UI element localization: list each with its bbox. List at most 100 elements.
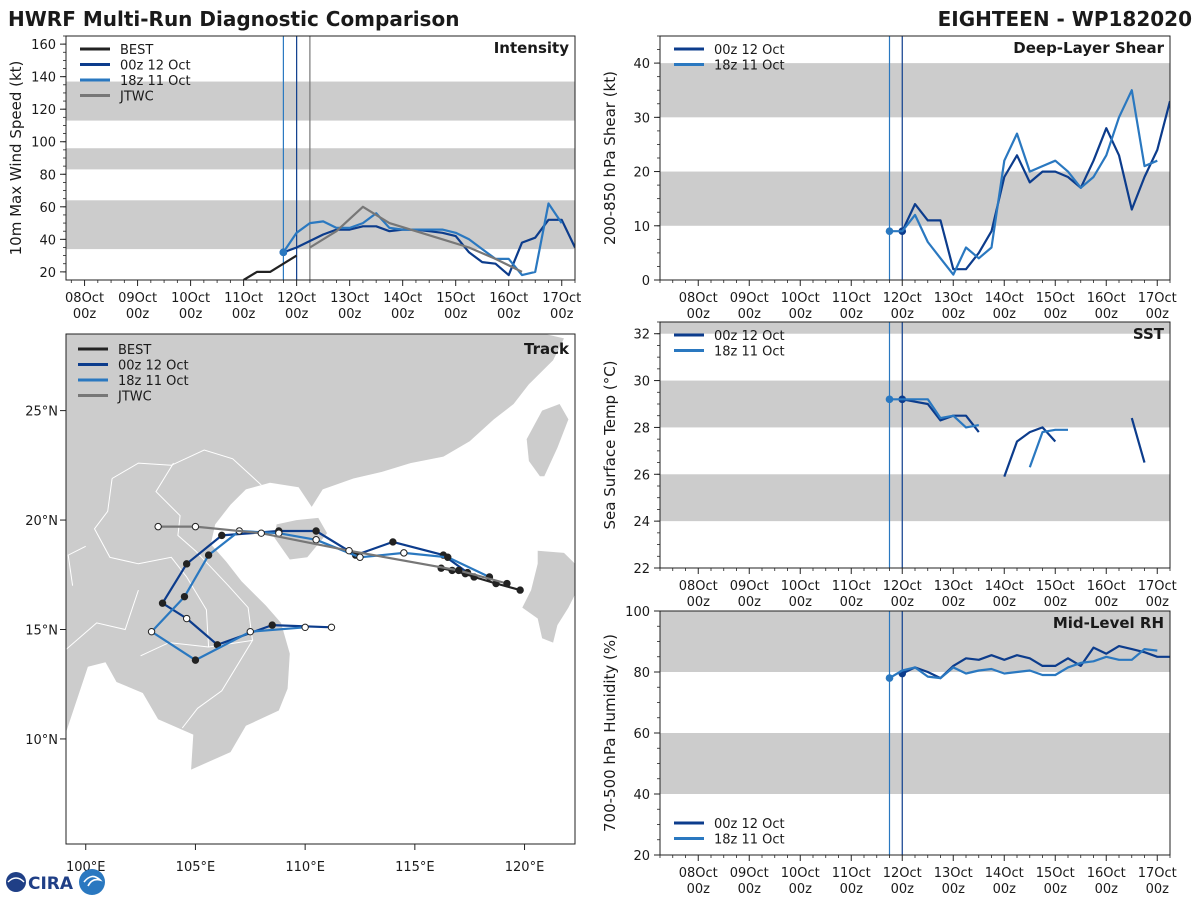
- shear-ytick-label: 40: [633, 57, 650, 72]
- track-line-jtwc: [158, 525, 508, 585]
- rh-plot-area: [660, 611, 1170, 855]
- rh-xtick-day: 08Oct: [679, 866, 718, 881]
- intensity-ytick-label: 80: [39, 168, 56, 183]
- intensity-xtick-hour: 00z: [338, 307, 362, 322]
- sst-xtick-hour: 00z: [942, 595, 966, 610]
- track-legend-label-run18: 18z 11 Oct: [118, 374, 189, 389]
- sst-xtick-hour: 00z: [993, 595, 1017, 610]
- rh-xtick-hour: 00z: [738, 882, 762, 897]
- sst-xtick-hour: 00z: [687, 595, 711, 610]
- intensity-point-run18: [279, 248, 288, 257]
- country-border-0: [111, 449, 262, 486]
- cira-swirl-mark-icon: [83, 875, 103, 887]
- intensity-ytick-label: 40: [39, 233, 56, 248]
- track-ytick-label: 15°N: [25, 623, 58, 638]
- country-border-5: [67, 545, 86, 586]
- track-point-run00: [389, 538, 397, 546]
- shear-xtick-day: 15Oct: [1036, 291, 1075, 306]
- shear-series-run18: [889, 89, 1158, 276]
- sst-xtick-hour: 00z: [738, 595, 762, 610]
- sst-series-run00: [1003, 426, 1057, 477]
- shear-ytick-label: 10: [633, 220, 650, 235]
- shear-xtick-day: 10Oct: [781, 291, 820, 306]
- track-point-run18: [204, 551, 213, 559]
- sst-xtick-day: 12Oct: [883, 579, 922, 594]
- figure-title: HWRF Multi-Run Diagnostic Comparison: [8, 7, 459, 31]
- shear-xtick-hour: 00z: [1095, 307, 1119, 322]
- panel-sst: 22242628303208Oct00z09Oct00z10Oct00z11Oc…: [601, 321, 1177, 610]
- intensity-series-jtwc: [309, 205, 523, 273]
- country-border-4: [66, 589, 139, 651]
- shear-xtick-hour: 00z: [993, 307, 1017, 322]
- track-point-run00: [312, 527, 320, 535]
- track-ytick-label: 25°N: [25, 405, 58, 420]
- track-xtick-label: 105°E: [176, 860, 216, 875]
- shear-xtick-hour: 00z: [738, 307, 762, 322]
- intensity-xtick-hour: 00z: [285, 307, 309, 322]
- shear-xtick-day: 09Oct: [730, 291, 769, 306]
- intensity-xtick-hour: 00z: [73, 307, 97, 322]
- intensity-legend-label-best: BEST: [120, 43, 153, 58]
- rh-xtick-hour: 00z: [1044, 882, 1068, 897]
- track-legend-label-best: BEST: [118, 343, 151, 358]
- intensity-series-best: [243, 254, 298, 280]
- rh-ytick-label: 20: [633, 849, 650, 864]
- panels: 2040608010012014016008Oct00z09Oct00z10Oc…: [7, 35, 1177, 897]
- intensity-xtick-day: 10Oct: [171, 291, 210, 306]
- track-point-best: [516, 586, 524, 594]
- track-map-area: [66, 334, 575, 770]
- sst-panel-title: SST: [1133, 325, 1165, 343]
- rh-xtick-day: 15Oct: [1036, 866, 1075, 881]
- panel-intensity: 2040608010012014016008Oct00z09Oct00z10Oc…: [7, 35, 581, 322]
- shear-point-run18: [885, 227, 894, 235]
- land-mass-3: [522, 550, 575, 643]
- sst-xtick-day: 08Oct: [679, 579, 718, 594]
- track-point-run18: [356, 553, 364, 561]
- track-point-run00: [158, 599, 167, 607]
- intensity-xtick-hour: 00z: [126, 307, 150, 322]
- shear-xtick-day: 16Oct: [1087, 291, 1126, 306]
- track-point-jtwc: [345, 546, 353, 555]
- rh-xtick-day: 09Oct: [730, 866, 769, 881]
- track-point-jtwc: [455, 566, 463, 575]
- track-xtick-label: 115°E: [395, 860, 435, 875]
- shear-xtick-hour: 00z: [687, 307, 711, 322]
- track-point-run18: [301, 623, 309, 632]
- rh-xtick-hour: 00z: [687, 882, 711, 897]
- shear-xtick-hour: 00z: [789, 307, 813, 322]
- intensity-series-run18: [282, 202, 563, 277]
- intensity-ytick-label: 120: [31, 103, 56, 118]
- sst-xtick-hour: 00z: [1044, 595, 1068, 610]
- intensity-ytick-label: 100: [31, 136, 56, 151]
- sst-xtick-hour: 00z: [1095, 595, 1119, 610]
- intensity-xtick-hour: 00z: [391, 307, 415, 322]
- track-point-run18: [400, 549, 408, 557]
- shear-xtick-hour: 00z: [891, 307, 915, 322]
- sst-ytick-label: 22: [633, 562, 650, 577]
- intensity-legend-label-run18: 18z 11 Oct: [120, 74, 191, 89]
- rh-xtick-hour: 00z: [942, 882, 966, 897]
- track-point-run00: [327, 623, 336, 632]
- rh-legend-label-run18: 18z 11 Oct: [714, 833, 785, 848]
- intensity-legend-label-jtwc: JTWC: [119, 90, 154, 105]
- rh-xtick-day: 13Oct: [934, 866, 973, 881]
- sst-xtick-day: 15Oct: [1036, 579, 1075, 594]
- sst-xtick-hour: 00z: [891, 595, 915, 610]
- storm-id-title: EIGHTEEN - WP182020: [938, 7, 1192, 31]
- shear-xtick-day: 13Oct: [934, 291, 973, 306]
- rh-series-run18: [888, 647, 1158, 680]
- sst-plot-area: [660, 322, 1170, 568]
- intensity-xtick-day: 17Oct: [542, 291, 581, 306]
- sst-xtick-day: 17Oct: [1138, 579, 1177, 594]
- rh-xtick-hour: 00z: [840, 882, 864, 897]
- sst-ylabel: Sea Surface Temp (°C): [601, 360, 619, 529]
- rh-legend-label-run00: 00z 12 Oct: [714, 817, 785, 832]
- track-point-run18: [246, 627, 254, 636]
- sst-ytick-label: 32: [633, 328, 650, 343]
- rh-xtick-hour: 00z: [1146, 882, 1170, 897]
- country-border-2: [155, 462, 253, 641]
